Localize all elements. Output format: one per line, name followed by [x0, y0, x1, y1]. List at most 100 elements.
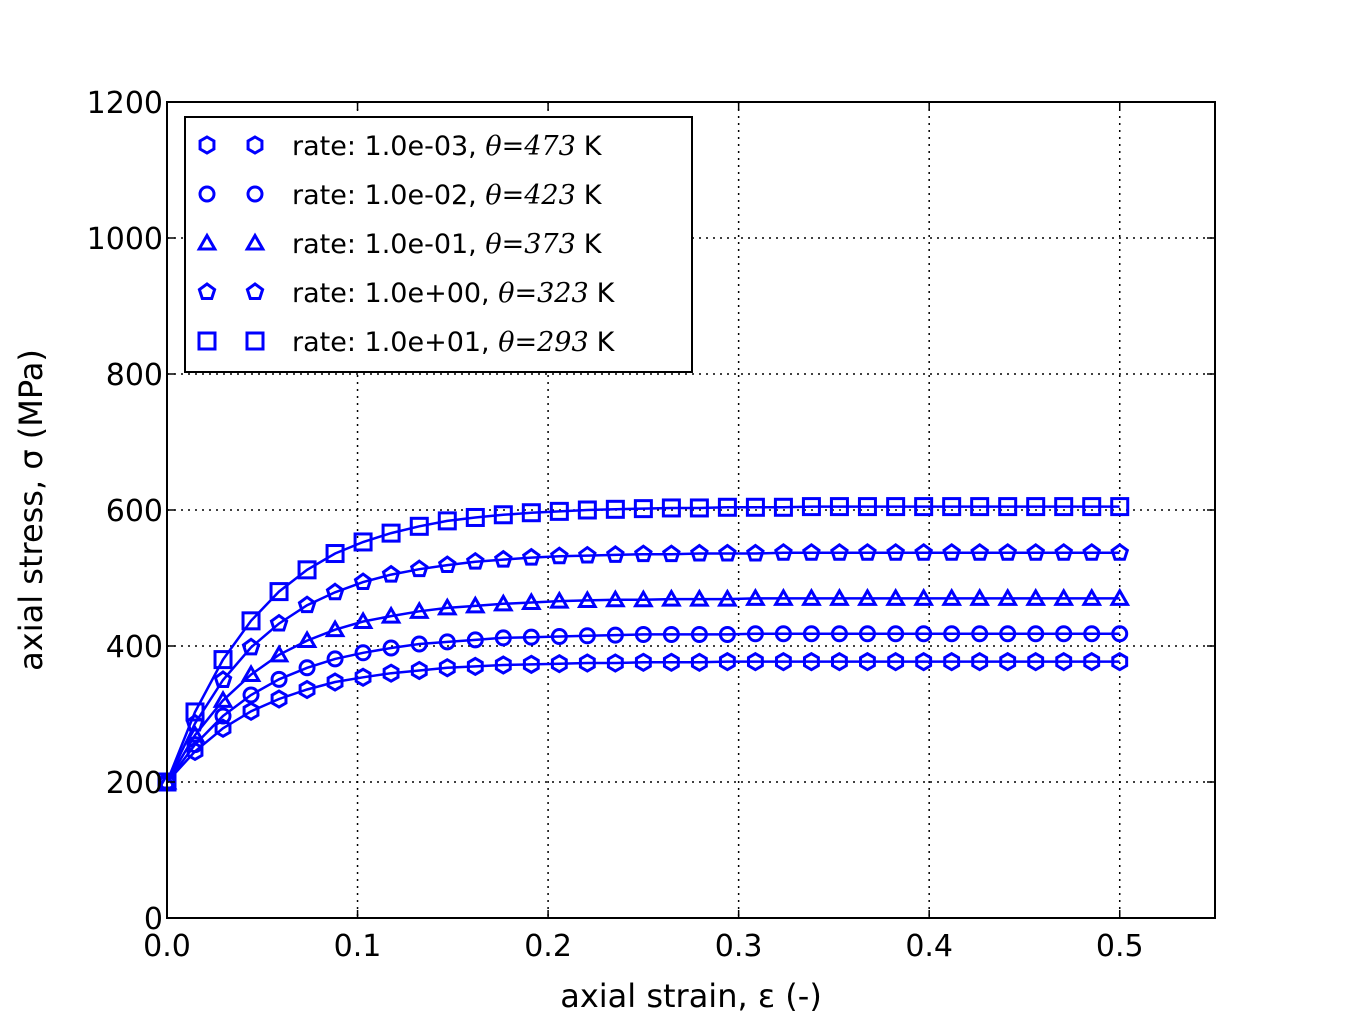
triangle-marker [520, 591, 542, 610]
legend-label: rate: 1.0e-01, θ=373 K [292, 229, 603, 260]
square-shape [325, 544, 345, 564]
square-marker [437, 511, 457, 531]
triangle-shape [632, 589, 654, 608]
circle-marker [774, 625, 792, 643]
triangle-marker [324, 619, 346, 638]
hexagon-marker [662, 652, 680, 673]
hexagon-shape [718, 651, 736, 672]
pentagon-shape [802, 542, 821, 561]
circle-shape [1027, 625, 1045, 643]
x-axis-label: axial strain, ε (-) [560, 977, 822, 1015]
hexagon-marker [270, 689, 288, 709]
pentagon-shape [914, 542, 934, 561]
triangle-marker [1081, 587, 1103, 606]
hexagon-marker [382, 663, 400, 683]
hexagon-shape [690, 652, 708, 673]
circle-shape [326, 650, 344, 668]
circle-shape [887, 625, 905, 643]
square-shape [998, 497, 1018, 517]
pentagon-marker [774, 542, 793, 561]
triangle-shape [296, 630, 318, 649]
square-shape [197, 331, 217, 351]
triangle-shape [324, 619, 346, 638]
triangle-marker [632, 589, 654, 608]
circle-shape [943, 625, 961, 643]
circle-marker [1027, 625, 1045, 643]
pentagon-marker [269, 613, 289, 632]
circle-shape [915, 625, 933, 643]
hexagon-marker [802, 651, 820, 672]
legend-label: rate: 1.0e-03, θ=473 K [292, 131, 603, 162]
square-marker [1082, 497, 1102, 517]
circle-marker [746, 625, 764, 643]
pentagon-shape [970, 542, 990, 561]
triangle-shape [885, 587, 907, 606]
triangle-marker [745, 587, 766, 606]
triangle-shape [801, 587, 822, 606]
square-marker [801, 497, 821, 517]
pentagon-shape [325, 582, 345, 601]
y-tick-label: 400 [106, 630, 163, 665]
square-shape [1026, 497, 1046, 517]
square-marker [1110, 497, 1130, 517]
square-shape [1082, 497, 1102, 517]
square-shape [381, 523, 401, 543]
legend-theta: θ=323 [498, 278, 588, 309]
pentagon-marker [353, 572, 373, 591]
triangle-shape [688, 588, 710, 607]
circle-marker [494, 629, 512, 647]
triangle-shape [380, 605, 402, 624]
square-shape [493, 505, 513, 525]
circle-marker [198, 185, 216, 203]
legend-rate: rate: 1.0e-02, [292, 180, 485, 211]
pentagon-marker [746, 543, 765, 562]
circle-marker [298, 659, 316, 677]
legend-unit: K [584, 229, 603, 260]
hexagon-marker [915, 651, 933, 672]
circle-marker [802, 625, 820, 643]
square-shape [689, 498, 709, 518]
hexagon-marker [606, 653, 624, 673]
y-tick-label: 800 [106, 358, 163, 393]
hexagon-marker [494, 655, 512, 675]
hexagon-shape [634, 652, 652, 673]
circle-shape [858, 625, 876, 643]
square-marker [914, 497, 934, 517]
triangle-marker [296, 630, 318, 649]
square-shape [465, 507, 485, 527]
hexagon-marker [198, 135, 216, 155]
triangle-marker [969, 587, 991, 606]
circle-marker [662, 625, 680, 643]
hexagon-shape [382, 663, 400, 683]
x-tick-label: 0.4 [905, 929, 953, 964]
circle-marker [438, 633, 456, 651]
circle-shape [246, 185, 264, 203]
hexagon-shape [246, 135, 264, 155]
square-marker [465, 507, 485, 527]
square-shape [801, 497, 821, 517]
triangle-marker [576, 589, 598, 608]
square-shape [353, 532, 373, 552]
hexagon-shape [831, 651, 848, 672]
pentagon-marker [1110, 542, 1130, 561]
triangle-marker [240, 664, 262, 683]
pentagon-marker [690, 543, 709, 562]
triangle-marker [380, 605, 402, 624]
pentagon-marker [437, 555, 457, 574]
triangle-marker [436, 597, 458, 616]
square-marker [185, 702, 205, 722]
x-tick-label: 0.0 [143, 929, 191, 964]
square-shape [1054, 497, 1074, 517]
square-marker [942, 497, 962, 517]
square-marker [241, 611, 261, 631]
square-shape [970, 497, 990, 517]
pentagon-shape [521, 547, 541, 566]
hexagon-shape [662, 652, 680, 673]
triangle-shape [436, 597, 458, 616]
pentagon-shape [549, 546, 569, 565]
legend-theta: θ=423 [485, 180, 575, 211]
legend-unit: K [584, 180, 603, 211]
pentagon-marker [830, 542, 849, 561]
y-tick-label: 200 [106, 766, 163, 801]
triangle-shape [576, 589, 598, 608]
